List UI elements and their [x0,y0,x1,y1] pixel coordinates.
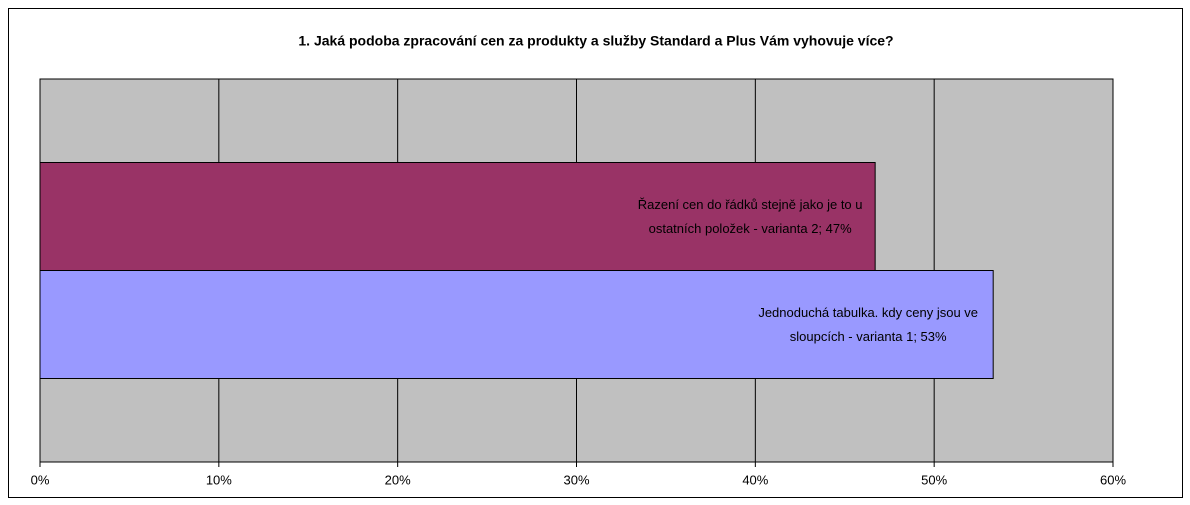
bar [39,162,876,271]
x-tick-label: 50% [921,472,947,487]
x-tick-label: 30% [563,472,589,487]
data-label: Řazení cen do řádků stejně jako je to u … [637,197,863,236]
x-tick-label: 60% [1100,472,1126,487]
bar [39,270,994,379]
data-label-box: Řazení cen do řádků stejně jako je to u … [637,197,863,236]
x-tick-label: 10% [206,472,232,487]
x-tick-label: 0% [31,472,50,487]
data-label-box: Jednoduchá tabulka. kdy ceny jsou ve slo… [758,305,979,344]
chart-title: 1. Jaká podoba zpracování cen za produkt… [298,33,893,49]
x-tick-label: 40% [742,472,768,487]
x-tick-label: 20% [385,472,411,487]
data-label: Jednoduchá tabulka. kdy ceny jsou ve slo… [758,305,979,344]
